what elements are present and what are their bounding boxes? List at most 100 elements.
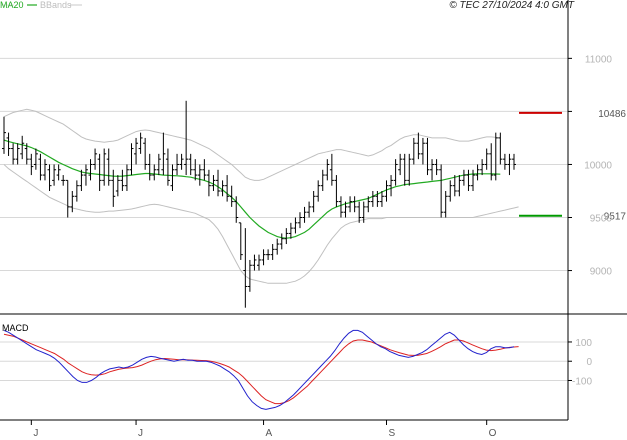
ohlc-bar bbox=[512, 153, 516, 170]
ohlc-bar bbox=[402, 153, 407, 186]
ohlc-bar bbox=[124, 164, 129, 191]
price-panel: 10486 9517 9000 9500 10000 11000 bbox=[0, 54, 627, 308]
resistance-label: 10486 bbox=[598, 109, 626, 120]
ohlc-bar bbox=[206, 169, 211, 197]
ohlc-bar bbox=[452, 175, 457, 197]
ohlc-bar bbox=[33, 148, 38, 170]
ohlc-bar bbox=[375, 190, 380, 207]
ohlc-bar bbox=[52, 164, 57, 186]
price-bars bbox=[2, 100, 516, 308]
ohlc-bar bbox=[507, 153, 512, 176]
macd-gridlines bbox=[0, 341, 568, 381]
ohlc-bar bbox=[211, 175, 216, 191]
macd-tick-label: 0 bbox=[586, 357, 592, 368]
macd-main-line bbox=[3, 329, 515, 410]
ohlc-bar bbox=[225, 175, 230, 202]
ohlc-bar bbox=[243, 228, 248, 308]
ohlc-bar bbox=[252, 254, 257, 271]
support-label: 9517 bbox=[604, 212, 627, 223]
x-tick-label: A bbox=[266, 428, 273, 439]
ohlc-bar bbox=[370, 190, 375, 207]
ohlc-bar bbox=[398, 153, 403, 176]
ohlc-bar bbox=[361, 201, 366, 223]
macd-signal-line bbox=[3, 333, 519, 405]
ohlc-bar bbox=[379, 190, 384, 207]
ohlc-bar bbox=[411, 137, 416, 165]
support-label-bg bbox=[570, 208, 626, 222]
price-axis-ticks: 9000 9500 10000 11000 bbox=[568, 54, 613, 278]
ohlc-bar bbox=[83, 164, 88, 186]
ohlc-bar bbox=[38, 153, 43, 181]
price-tick-label: 11000 bbox=[585, 54, 613, 65]
ohlc-bar bbox=[366, 196, 371, 213]
ohlc-bar bbox=[311, 190, 316, 213]
resistance-label-bg bbox=[570, 105, 626, 119]
ohlc-bar bbox=[266, 249, 271, 260]
ohlc-bar bbox=[65, 179, 70, 218]
ohlc-bar bbox=[425, 137, 430, 176]
ohlc-bar bbox=[20, 135, 25, 160]
ohlc-bar bbox=[102, 148, 107, 186]
ohlc-bar bbox=[143, 137, 148, 170]
ohlc-bar bbox=[393, 159, 398, 186]
ohlc-bar bbox=[352, 196, 357, 213]
ohlc-bar bbox=[261, 249, 266, 266]
macd-label: MACD bbox=[2, 323, 29, 333]
price-levels: 10486 9517 bbox=[519, 105, 627, 223]
ohlc-bar bbox=[197, 164, 202, 186]
ohlc-bar bbox=[93, 148, 98, 170]
ohlc-bar bbox=[480, 159, 485, 176]
ohlc-bar bbox=[293, 217, 298, 234]
price-tick-label: 9500 bbox=[590, 214, 613, 225]
ohlc-bar bbox=[216, 169, 221, 197]
ohlc-bar bbox=[498, 132, 503, 165]
ohlc-bar bbox=[202, 159, 207, 181]
ohlc-bar bbox=[165, 148, 170, 186]
ohlc-bar bbox=[156, 153, 161, 176]
ohlc-bar bbox=[134, 137, 139, 165]
ohlc-bar bbox=[61, 175, 66, 186]
x-tick-label: O bbox=[489, 428, 497, 439]
x-tick-label: J bbox=[33, 428, 38, 439]
ohlc-bar bbox=[184, 100, 189, 176]
ohlc-bar bbox=[129, 143, 134, 176]
ohlc-bar bbox=[6, 132, 11, 156]
legend: MA20 BBands bbox=[0, 0, 82, 10]
ohlc-bar bbox=[106, 148, 111, 186]
ohlc-bar bbox=[120, 169, 125, 191]
ohlc-bar bbox=[238, 222, 243, 260]
x-tick-label: S bbox=[389, 428, 396, 439]
ohlc-bar bbox=[416, 132, 421, 160]
macd-tick-label: -100 bbox=[572, 376, 592, 387]
ohlc-bar bbox=[179, 153, 184, 170]
ohlc-bar bbox=[279, 233, 284, 250]
ohlc-bar bbox=[484, 148, 489, 170]
macd-panel: MACD 100 0 -100 bbox=[0, 323, 592, 410]
ohlc-bar bbox=[56, 164, 61, 181]
ohlc-bar bbox=[29, 153, 34, 176]
bollinger-bands bbox=[3, 108, 519, 284]
ohlc-bar bbox=[439, 164, 444, 218]
macd-lines bbox=[3, 329, 519, 410]
ohlc-bar bbox=[420, 137, 425, 165]
macd-axis-ticks: 100 0 -100 bbox=[568, 338, 592, 387]
ohlc-bar bbox=[325, 159, 330, 181]
ohlc-bar bbox=[257, 254, 261, 271]
ohlc-bar bbox=[434, 159, 439, 176]
legend-bbands: BBands bbox=[40, 0, 72, 10]
ohlc-bar bbox=[284, 228, 289, 245]
ohlc-bar bbox=[320, 169, 325, 191]
ohlc-bar bbox=[493, 132, 498, 181]
ohlc-bar bbox=[275, 238, 280, 255]
price-tick-label: 10000 bbox=[584, 160, 612, 171]
bbands-upper-line bbox=[3, 108, 501, 181]
x-axis: JJASON bbox=[30, 420, 497, 439]
ohlc-bar bbox=[475, 164, 480, 181]
ohlc-bar bbox=[384, 180, 389, 202]
ohlc-bar bbox=[188, 153, 193, 176]
ohlc-bar bbox=[357, 201, 362, 223]
price-tick-label: 9000 bbox=[590, 267, 613, 278]
ma20-line bbox=[3, 139, 501, 239]
ohlc-bar bbox=[11, 143, 16, 165]
